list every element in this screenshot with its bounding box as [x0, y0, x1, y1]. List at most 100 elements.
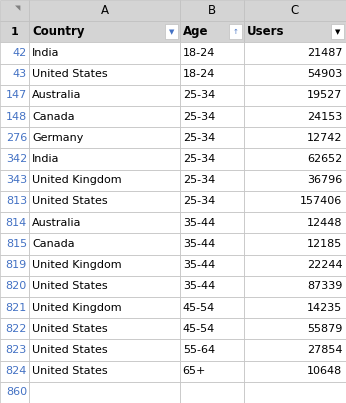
- Text: United Kingdom: United Kingdom: [32, 260, 122, 270]
- Bar: [29, 212, 180, 233]
- Text: India: India: [32, 48, 60, 58]
- Bar: [29, 233, 180, 255]
- Text: 819: 819: [6, 260, 27, 270]
- Bar: [244, 361, 346, 382]
- Bar: [244, 85, 346, 106]
- Bar: [0, 339, 29, 361]
- Text: 343: 343: [6, 175, 27, 185]
- Bar: [244, 64, 346, 85]
- Bar: [180, 0, 244, 21]
- Bar: [0, 361, 29, 382]
- Text: 45-54: 45-54: [183, 303, 215, 313]
- Bar: [244, 191, 346, 212]
- Bar: [29, 170, 180, 191]
- Text: Australia: Australia: [32, 90, 82, 100]
- Text: 821: 821: [6, 303, 27, 313]
- Bar: [244, 339, 346, 361]
- Text: 21487: 21487: [307, 48, 343, 58]
- Bar: [244, 318, 346, 339]
- Text: 824: 824: [6, 366, 27, 376]
- Text: 35-44: 35-44: [183, 281, 215, 291]
- Bar: [180, 361, 244, 382]
- Text: United States: United States: [32, 69, 108, 79]
- Text: Users: Users: [247, 25, 284, 38]
- Bar: [0, 127, 29, 148]
- Text: 342: 342: [6, 154, 27, 164]
- Text: 45-54: 45-54: [183, 324, 215, 334]
- Bar: [0, 85, 29, 106]
- Text: United States: United States: [32, 345, 108, 355]
- Text: 27854: 27854: [307, 345, 343, 355]
- Text: 25-34: 25-34: [183, 154, 215, 164]
- Text: 25-34: 25-34: [183, 197, 215, 206]
- Bar: [165, 24, 178, 39]
- Text: United States: United States: [32, 366, 108, 376]
- Text: 19527: 19527: [307, 90, 343, 100]
- Bar: [0, 0, 29, 21]
- Text: United States: United States: [32, 324, 108, 334]
- Text: 25-34: 25-34: [183, 133, 215, 143]
- Text: 147: 147: [6, 90, 27, 100]
- Bar: [0, 64, 29, 85]
- Bar: [0, 170, 29, 191]
- Text: 25-34: 25-34: [183, 112, 215, 122]
- Bar: [0, 21, 29, 42]
- Bar: [29, 339, 180, 361]
- Text: 55-64: 55-64: [183, 345, 215, 355]
- Bar: [29, 276, 180, 297]
- Bar: [180, 276, 244, 297]
- Text: 815: 815: [6, 239, 27, 249]
- Text: 54903: 54903: [307, 69, 343, 79]
- Text: ↑: ↑: [233, 29, 238, 35]
- Text: 22244: 22244: [307, 260, 343, 270]
- Text: 62652: 62652: [307, 154, 343, 164]
- Bar: [244, 148, 346, 170]
- Text: United States: United States: [32, 281, 108, 291]
- Bar: [180, 318, 244, 339]
- Text: Canada: Canada: [32, 239, 75, 249]
- Bar: [0, 276, 29, 297]
- Bar: [0, 255, 29, 276]
- Bar: [244, 276, 346, 297]
- Bar: [180, 21, 244, 42]
- Text: 42: 42: [13, 48, 27, 58]
- Text: 12185: 12185: [307, 239, 343, 249]
- Text: 43: 43: [13, 69, 27, 79]
- Bar: [180, 212, 244, 233]
- Bar: [180, 148, 244, 170]
- Text: 35-44: 35-44: [183, 218, 215, 228]
- Bar: [29, 106, 180, 127]
- Text: 25-34: 25-34: [183, 175, 215, 185]
- Bar: [180, 85, 244, 106]
- Text: C: C: [291, 4, 299, 17]
- Text: 276: 276: [6, 133, 27, 143]
- Bar: [29, 64, 180, 85]
- Bar: [244, 106, 346, 127]
- Text: ◥: ◥: [15, 5, 20, 11]
- Bar: [0, 318, 29, 339]
- Bar: [29, 148, 180, 170]
- Text: 25-34: 25-34: [183, 90, 215, 100]
- Text: 87339: 87339: [307, 281, 343, 291]
- Bar: [0, 106, 29, 127]
- Text: 157406: 157406: [300, 197, 343, 206]
- Text: 12448: 12448: [307, 218, 343, 228]
- Text: ▼: ▼: [335, 29, 340, 35]
- Bar: [29, 21, 180, 42]
- Bar: [29, 85, 180, 106]
- Text: 820: 820: [6, 281, 27, 291]
- Bar: [229, 24, 242, 39]
- Text: 55879: 55879: [307, 324, 343, 334]
- Text: 65+: 65+: [183, 366, 206, 376]
- Text: B: B: [208, 4, 216, 17]
- Bar: [29, 361, 180, 382]
- Bar: [0, 42, 29, 64]
- Text: ▼: ▼: [169, 29, 174, 35]
- Text: India: India: [32, 154, 60, 164]
- Bar: [29, 318, 180, 339]
- Bar: [29, 255, 180, 276]
- Text: 814: 814: [6, 218, 27, 228]
- Text: Age: Age: [183, 25, 208, 38]
- Text: United Kingdom: United Kingdom: [32, 175, 122, 185]
- Text: United Kingdom: United Kingdom: [32, 303, 122, 313]
